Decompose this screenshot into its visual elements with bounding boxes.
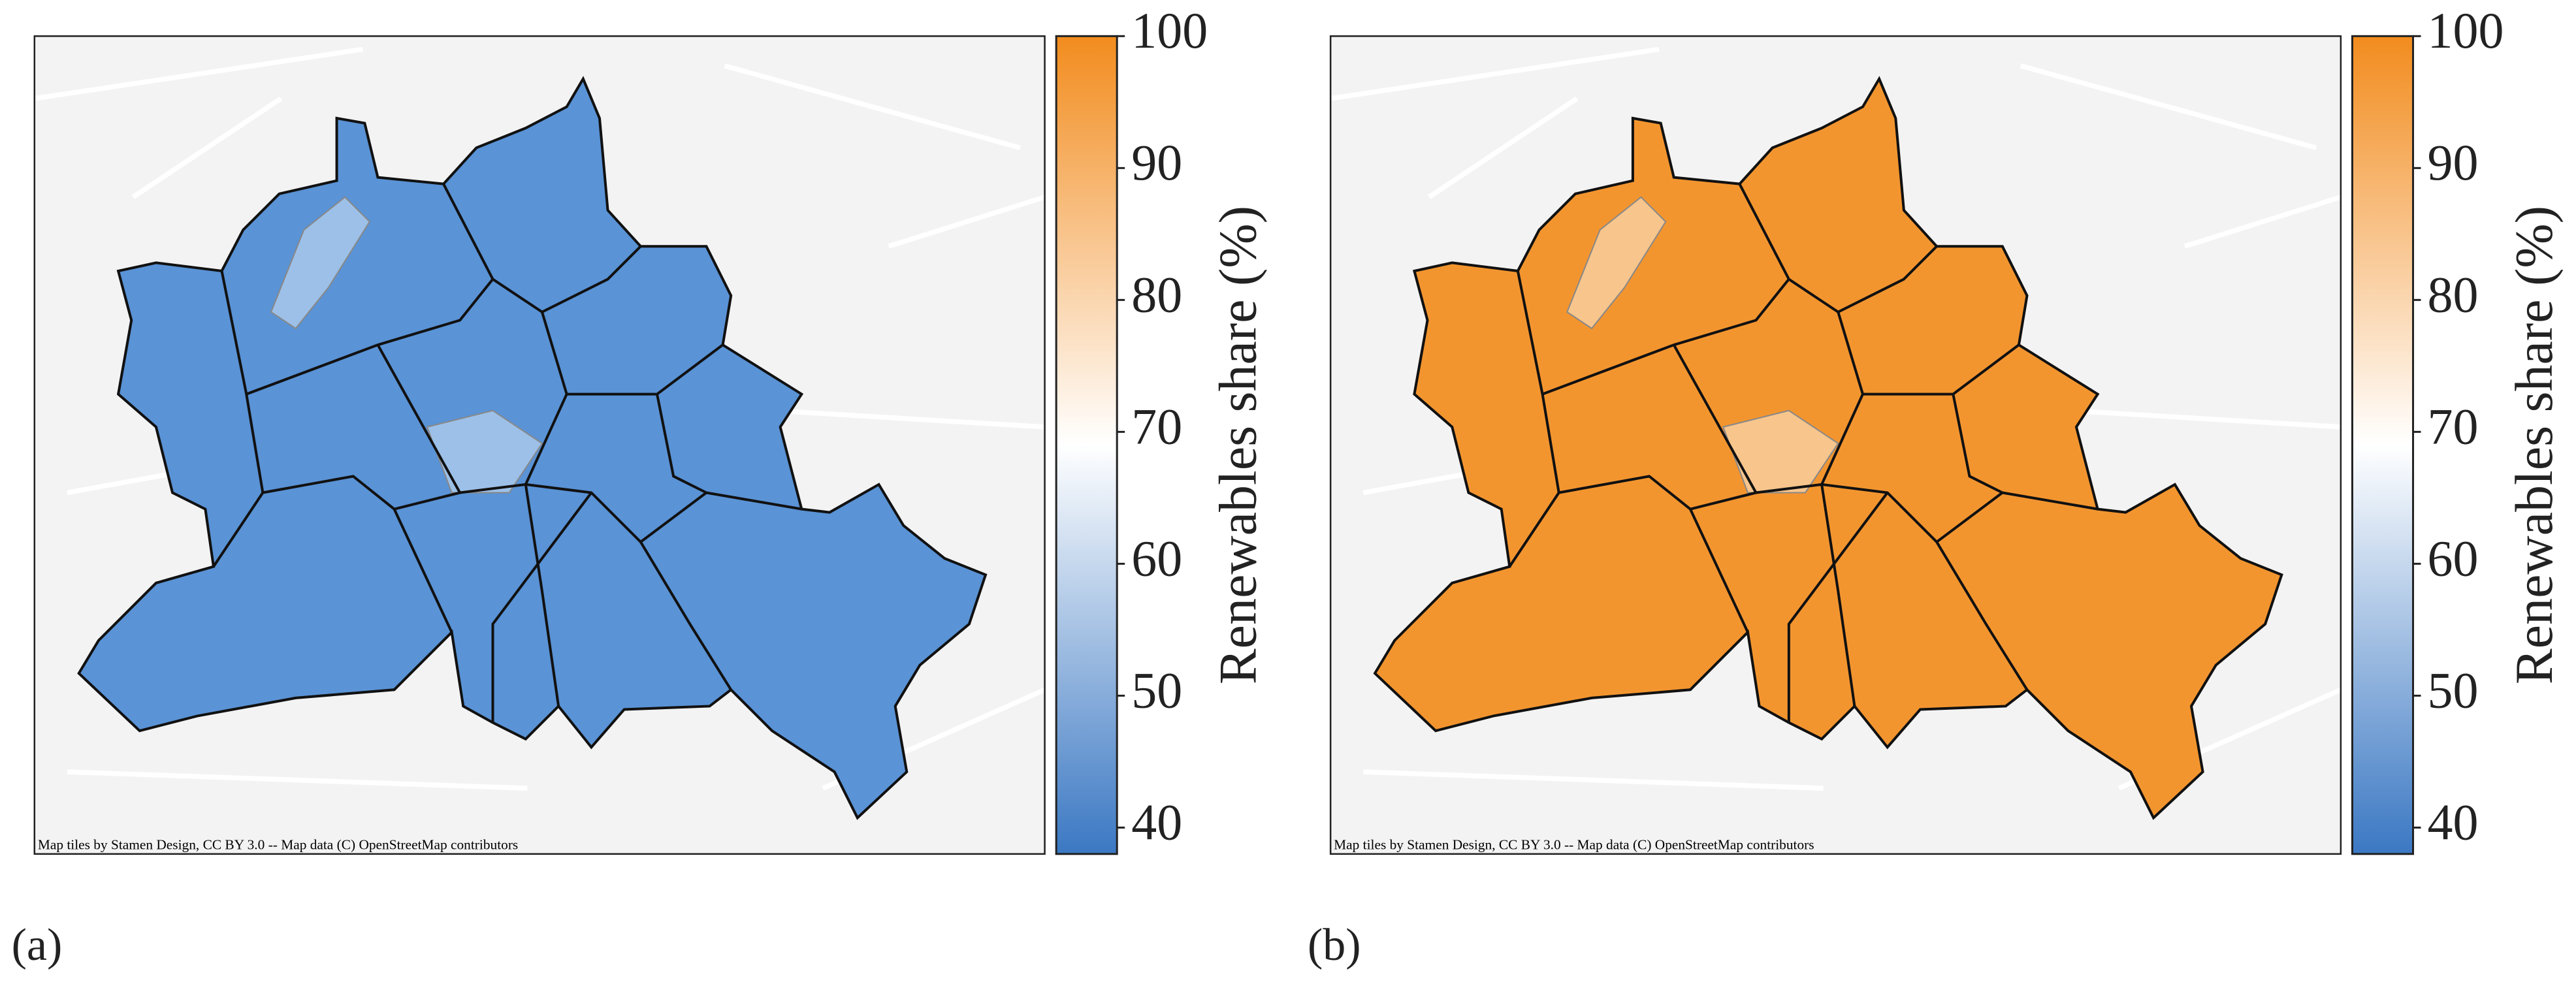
basemap-road bbox=[1330, 46, 1660, 101]
panel-label: (b) bbox=[1308, 920, 1361, 970]
colorbar-tick-label: 80 bbox=[1131, 266, 1182, 323]
district-border bbox=[212, 475, 453, 633]
colorbar-tick-label: 100 bbox=[2428, 2, 2504, 59]
district-border bbox=[1508, 475, 1749, 633]
colorbar-label: Renewables share (%) bbox=[1208, 206, 1268, 684]
colorbar-tick-label: 90 bbox=[1131, 134, 1182, 191]
colorbar-tick-label: 60 bbox=[1131, 530, 1182, 586]
map-frame bbox=[33, 35, 1046, 855]
district-border bbox=[376, 344, 462, 511]
panel-label: (a) bbox=[12, 920, 63, 970]
district-border bbox=[492, 245, 642, 314]
map-panel: Map tiles by Stamen Design, CC BY 3.0 --… bbox=[1329, 35, 2342, 855]
colorbar-tick-label: 40 bbox=[1131, 793, 1182, 850]
basemap-road bbox=[1363, 769, 1824, 791]
colorbar-tick-label: 40 bbox=[2428, 793, 2479, 850]
district-border bbox=[491, 492, 593, 723]
colorbar-tick-label: 80 bbox=[2428, 266, 2479, 323]
colorbar bbox=[1055, 35, 1118, 855]
district-border bbox=[656, 394, 707, 494]
light-district bbox=[1566, 196, 1667, 330]
district-border bbox=[1935, 541, 2029, 691]
basemap-road bbox=[67, 769, 528, 791]
basemap-road bbox=[1427, 96, 1579, 199]
colorbar bbox=[2351, 35, 2415, 855]
district-border bbox=[246, 183, 494, 396]
light-district bbox=[270, 196, 371, 330]
attribution: Map tiles by Stamen Design, CC BY 3.0 --… bbox=[1334, 836, 1814, 852]
light-district bbox=[426, 409, 543, 494]
district-border bbox=[1820, 484, 1856, 707]
colorbar-tick-label: 50 bbox=[1131, 661, 1182, 718]
colorbar-tick-label: 50 bbox=[2428, 661, 2479, 718]
basemap-road bbox=[2020, 63, 2317, 150]
district-border bbox=[459, 483, 802, 544]
colorbar-tick-label: 90 bbox=[2428, 134, 2479, 191]
district-border bbox=[1756, 483, 2098, 544]
district-border bbox=[1541, 183, 1791, 396]
map-panel: Map tiles by Stamen Design, CC BY 3.0 --… bbox=[33, 35, 1046, 855]
colorbar-tick-label: 100 bbox=[1131, 2, 1208, 59]
district-border bbox=[1952, 394, 2003, 494]
district-border bbox=[1787, 492, 1889, 723]
basemap-road bbox=[2069, 407, 2342, 430]
district-border bbox=[524, 484, 560, 707]
basemap-road bbox=[888, 195, 1046, 249]
basemap-road bbox=[773, 407, 1045, 430]
colorbar-tick-label: 70 bbox=[1131, 398, 1182, 454]
district-border bbox=[639, 541, 732, 691]
basemap-road bbox=[724, 63, 1021, 150]
basemap-road bbox=[131, 96, 283, 199]
light-district bbox=[1722, 409, 1839, 494]
attribution: Map tiles by Stamen Design, CC BY 3.0 --… bbox=[38, 836, 518, 852]
district-border bbox=[1673, 344, 1758, 511]
colorbar-tick-label: 70 bbox=[2428, 398, 2479, 454]
colorbar-label: Renewables share (%) bbox=[2504, 206, 2564, 684]
map-frame bbox=[1329, 35, 2342, 855]
district-border bbox=[1788, 245, 1938, 314]
basemap-road bbox=[34, 46, 364, 101]
colorbar-tick-label: 60 bbox=[2428, 530, 2479, 586]
basemap-road bbox=[2183, 195, 2342, 249]
